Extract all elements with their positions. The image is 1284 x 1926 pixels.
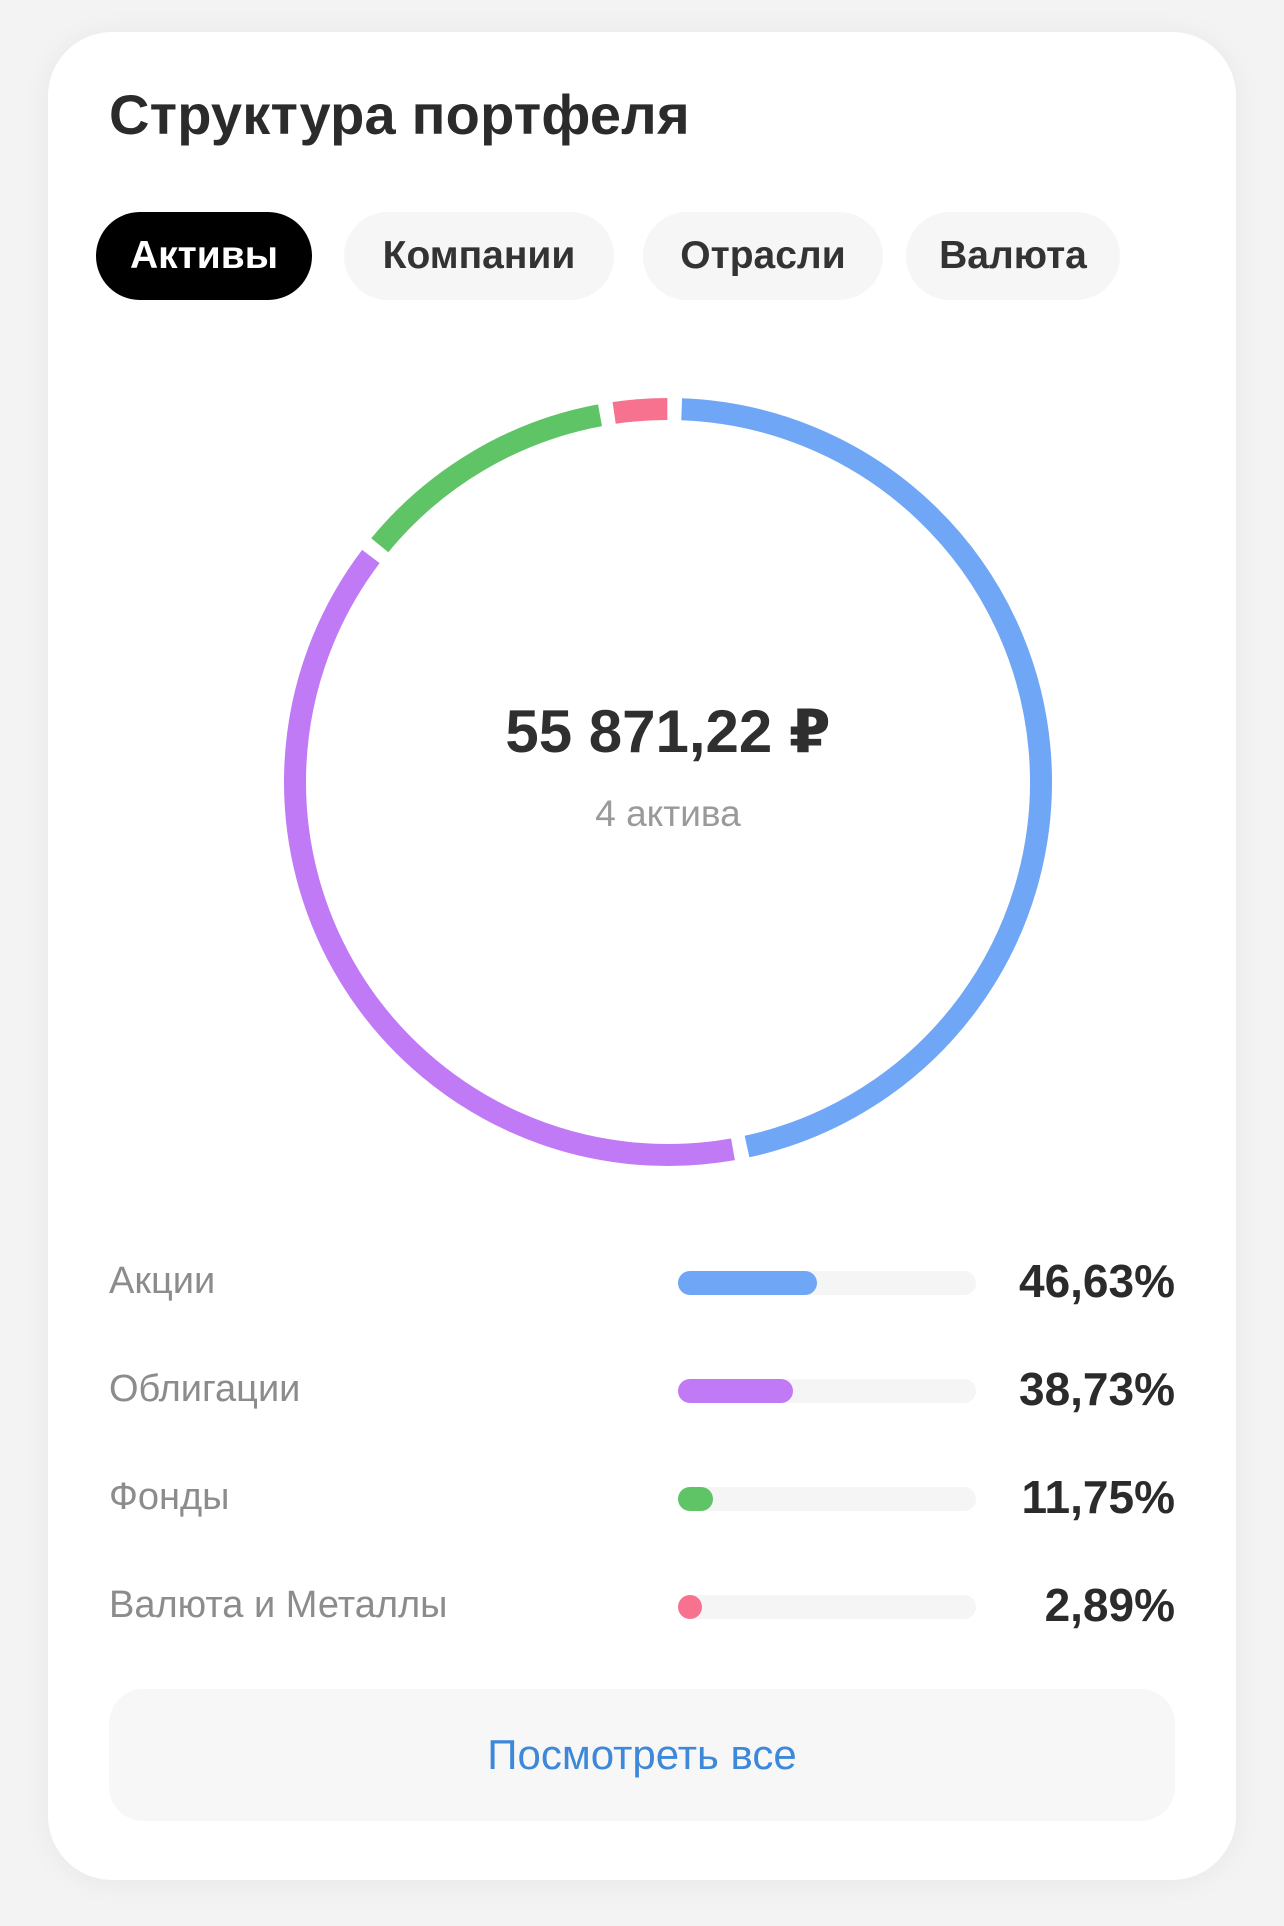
portfolio-structure-card: Структура портфеля Активы Компании Отрас… xyxy=(48,32,1236,1880)
legend-label: Облигации xyxy=(109,1368,301,1410)
legend-row-currency-metals[interactable]: Валюта и Металлы 2,89% xyxy=(48,1576,1236,1636)
donut-chart: 55 871,22 ₽ 4 актива xyxy=(283,397,1053,1167)
legend-bar-track xyxy=(678,1595,976,1619)
legend-bar-fill xyxy=(678,1487,713,1511)
donut-segment-1 xyxy=(681,398,1052,1158)
legend-value: 46,63% xyxy=(1018,1255,1175,1307)
view-all-button[interactable]: Посмотреть все xyxy=(109,1689,1175,1821)
legend-bar-fill xyxy=(678,1595,702,1619)
portfolio-total: 55 871,22 ₽ xyxy=(505,698,831,765)
legend-value: 2,89% xyxy=(1044,1579,1175,1631)
legend-value: 38,73% xyxy=(1018,1363,1175,1415)
donut-segment-2 xyxy=(284,549,735,1166)
tab-industries[interactable]: Отрасли xyxy=(643,212,883,300)
legend-bar-fill xyxy=(678,1379,794,1403)
legend-row-stocks[interactable]: Акции 46,63% xyxy=(48,1252,1236,1312)
page-title: Структура портфеля xyxy=(109,83,690,146)
legend-value: 11,75% xyxy=(1021,1471,1175,1523)
donut-segment-4 xyxy=(612,398,668,424)
legend-bar-track xyxy=(678,1271,976,1295)
tab-companies[interactable]: Компании xyxy=(344,212,614,300)
tab-currency[interactable]: Валюта xyxy=(906,212,1120,300)
legend-row-bonds[interactable]: Облигации 38,73% xyxy=(48,1360,1236,1420)
legend-label: Акции xyxy=(109,1260,216,1302)
legend-bar-track xyxy=(678,1487,976,1511)
donut-chart-svg xyxy=(284,398,1052,1166)
legend-bar-track xyxy=(678,1379,976,1403)
donut-segment-3 xyxy=(371,404,603,553)
legend-label: Валюта и Металлы xyxy=(109,1584,448,1626)
legend-row-funds[interactable]: Фонды 11,75% xyxy=(48,1468,1236,1528)
asset-count: 4 актива xyxy=(595,793,741,834)
legend-bar-fill xyxy=(678,1271,817,1295)
legend-label: Фонды xyxy=(109,1476,230,1518)
tab-assets[interactable]: Активы xyxy=(96,212,312,300)
